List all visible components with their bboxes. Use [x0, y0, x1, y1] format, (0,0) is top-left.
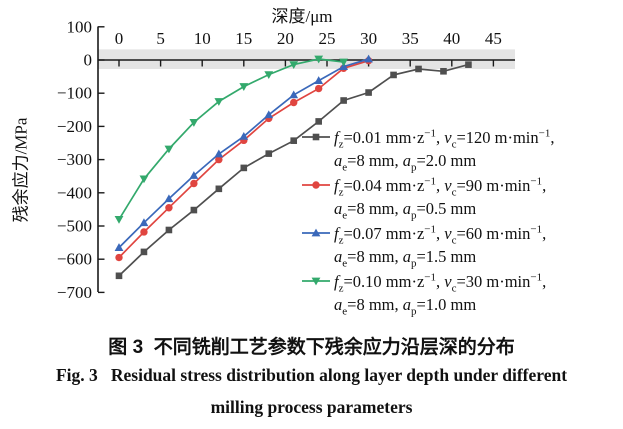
data-point	[264, 110, 274, 119]
y-tick-label: −100	[57, 84, 92, 103]
data-point	[214, 149, 224, 158]
data-point	[314, 55, 324, 64]
data-point	[312, 133, 320, 141]
x-tick-label: 5	[156, 29, 165, 48]
legend-entry-2: fz=0.04 mm·z−1, vc=90 m·min−1, ae=8 mm, a…	[301, 174, 621, 222]
data-point	[365, 89, 372, 96]
y-tick-label: −500	[57, 217, 92, 236]
chart-canvas: 100 0 −100 −200 −300 −400 −500 −600 −700 0 5 10 15 20…	[57, 17, 515, 302]
data-point	[164, 145, 174, 154]
data-point	[140, 228, 148, 236]
data-point	[115, 272, 123, 280]
data-point	[239, 83, 249, 91]
caption-chinese: 图 3 不同铣削工艺参数下残余应力沿层深的分布	[108, 337, 515, 358]
data-point	[315, 118, 322, 125]
data-point	[289, 90, 299, 99]
data-point	[440, 67, 447, 75]
data-point	[339, 58, 349, 67]
x-tick-label: 20	[277, 29, 294, 48]
legend-label: fz=0.01 mm·z−1, vc=120 m·min−1, ae=8 mm, …	[334, 127, 555, 174]
data-point	[189, 171, 199, 179]
data-point	[164, 194, 174, 203]
data-point	[114, 243, 124, 251]
data-point	[140, 248, 148, 256]
data-point	[415, 65, 422, 73]
x-tick-label: 30	[360, 29, 377, 48]
x-tick-label: 10	[194, 29, 211, 48]
data-point	[215, 155, 223, 164]
data-point	[314, 84, 323, 93]
y-tick-label: −700	[57, 283, 92, 302]
legend: fz=0.01 mm·z−1, vc=120 m·min−1, ae=8 mm, …	[301, 126, 621, 318]
data-point	[311, 277, 321, 286]
x-axis: 0 5 10 15 20 25 30 35 40 45	[98, 29, 515, 67]
data-point	[139, 175, 149, 184]
data-point	[264, 71, 274, 80]
series-3	[114, 54, 373, 251]
data-point	[114, 215, 124, 224]
data-point	[290, 137, 298, 144]
data-point	[240, 164, 248, 172]
legend-entry-3: fz=0.07 mm·z−1, vc=60 m·min−1, ae=8 mm, a…	[301, 222, 621, 270]
data-point	[390, 71, 397, 79]
data-point	[214, 98, 224, 106]
y-tick-label: −600	[57, 250, 92, 269]
y-tick-label: 100	[67, 17, 93, 36]
data-point	[189, 119, 199, 127]
y-tick-label: −400	[57, 183, 92, 202]
x-tick-label: 25	[319, 29, 336, 48]
y-axis-label: 残余应力/MPa	[11, 117, 31, 223]
triangle-up-legend-marker-icon	[302, 228, 330, 237]
data-point	[289, 61, 299, 70]
y-tick-label: −200	[57, 117, 92, 136]
data-point	[314, 76, 324, 84]
legend-entry-4: fz=0.10 mm·z−1, vc=30 m·min−1, ae=8 mm, a…	[301, 270, 621, 318]
x-axis-title: 深度/μm	[271, 7, 333, 26]
x-tick-label: 40	[443, 29, 460, 48]
data-point	[265, 150, 273, 157]
data-point	[290, 98, 298, 107]
triangle-down-legend-marker-icon	[302, 277, 330, 286]
x-tick-label: 35	[402, 29, 419, 48]
caption-english-line1: Fig. 3 Residual stress distribution alon…	[55, 365, 568, 385]
y-tick-label: 0	[84, 51, 93, 70]
series-line	[118, 58, 344, 220]
x-tick-label: 0	[115, 29, 124, 48]
data-point	[364, 54, 373, 63]
square-legend-marker-icon	[302, 133, 330, 141]
circle-legend-marker-icon	[302, 181, 330, 189]
data-point	[115, 253, 123, 262]
data-point	[311, 228, 321, 237]
legend-label: fz=0.07 mm·z−1, vc=60 m·min−1, ae=8 mm, a…	[334, 223, 547, 270]
legend-label: fz=0.10 mm·z−1, vc=30 m·min−1, ae=8 mm, a…	[334, 271, 547, 318]
data-point	[340, 97, 347, 104]
series-4	[114, 55, 349, 224]
legend-label: fz=0.04 mm·z−1, vc=90 m·min−1, ae=8 mm, a…	[334, 175, 547, 222]
data-point	[312, 181, 320, 189]
legend-entry-1: fz=0.01 mm·z−1, vc=120 m·min−1, ae=8 mm, …	[301, 126, 621, 174]
data-point	[139, 218, 149, 227]
data-point	[215, 185, 223, 193]
x-tick-label: 15	[235, 29, 252, 48]
data-point	[165, 226, 173, 234]
data-point	[190, 206, 198, 214]
y-axis: 100 0 −100 −200 −300 −400 −500 −600 −700	[57, 17, 105, 302]
data-point	[165, 204, 173, 212]
data-point	[465, 61, 472, 68]
y-tick-label: −300	[57, 150, 92, 169]
x-tick-label: 45	[485, 29, 502, 48]
data-point	[190, 179, 198, 188]
caption-english-line2: milling process parameters	[210, 397, 413, 417]
series-1	[115, 61, 472, 280]
data-point	[239, 131, 249, 140]
